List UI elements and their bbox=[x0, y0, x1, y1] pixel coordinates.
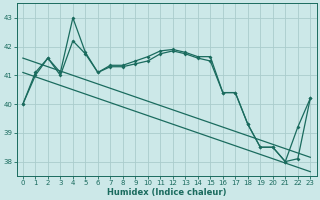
X-axis label: Humidex (Indice chaleur): Humidex (Indice chaleur) bbox=[107, 188, 226, 197]
